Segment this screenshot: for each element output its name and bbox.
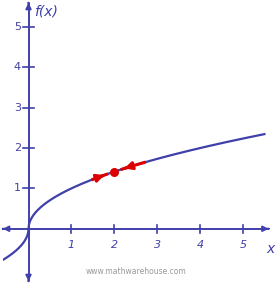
Text: 3: 3 <box>154 240 161 250</box>
Text: 3: 3 <box>14 103 21 113</box>
Text: 5: 5 <box>14 22 21 32</box>
Text: x: x <box>267 242 275 256</box>
Text: www.mathwarehouse.com: www.mathwarehouse.com <box>85 267 186 276</box>
Text: 4: 4 <box>14 62 21 72</box>
Text: 1: 1 <box>68 240 75 250</box>
Text: 4: 4 <box>197 240 204 250</box>
Text: f(x): f(x) <box>34 5 58 19</box>
Text: 2: 2 <box>111 240 118 250</box>
Text: 1: 1 <box>14 183 21 193</box>
Text: 2: 2 <box>14 143 21 153</box>
Text: 5: 5 <box>239 240 247 250</box>
Point <box>112 170 116 174</box>
